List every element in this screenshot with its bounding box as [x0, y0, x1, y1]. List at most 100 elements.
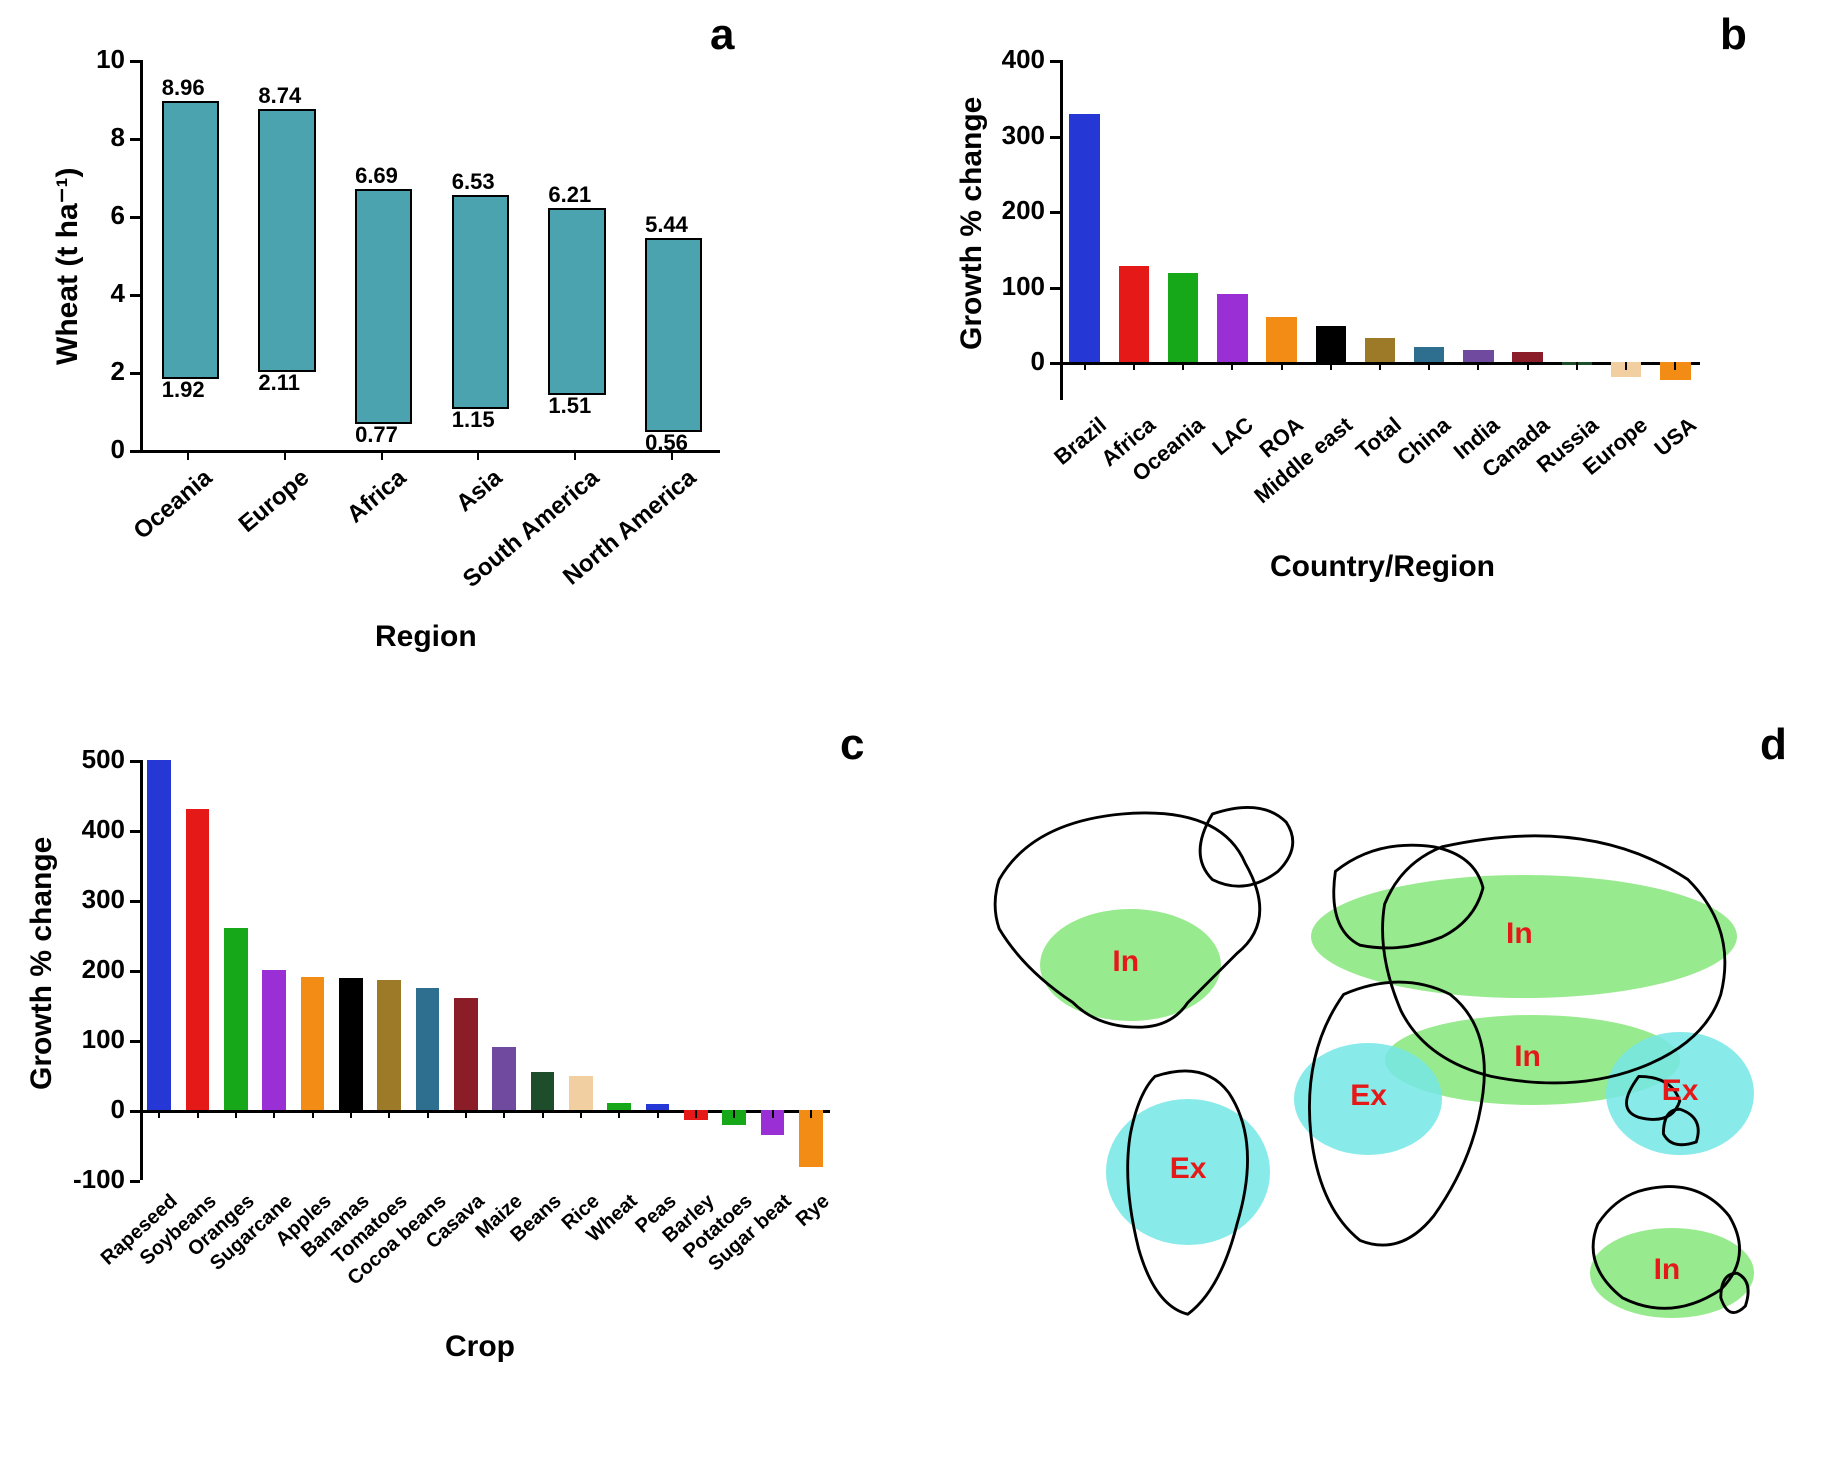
- value-high: 8.96: [162, 75, 205, 101]
- bar-tomatoes: [377, 980, 401, 1110]
- y-tick: [130, 900, 140, 903]
- x-tick: [1674, 362, 1676, 370]
- y-axis: [1060, 60, 1063, 400]
- cat-label: Oceania: [47, 464, 218, 614]
- bar-beans: [531, 1072, 555, 1111]
- y-tick: [130, 1180, 140, 1183]
- x-tick: [695, 1110, 697, 1118]
- value-low: 1.92: [162, 377, 205, 403]
- x-tick: [671, 450, 673, 460]
- x-tick: [1527, 362, 1529, 370]
- map-label-in-1: In: [1506, 917, 1533, 951]
- y-tick: [1050, 211, 1060, 214]
- y-tick-label: 8: [70, 122, 125, 153]
- x-tick: [284, 450, 286, 460]
- y-tick-label: 0: [70, 434, 125, 465]
- x-tick: [388, 1110, 390, 1118]
- bar-rice: [569, 1076, 593, 1110]
- y-tick: [1050, 60, 1060, 63]
- map-label-in-0: In: [1112, 945, 1139, 979]
- panel-d-label: d: [1760, 720, 1787, 770]
- y-tick: [1050, 362, 1060, 365]
- bar-roa: [1266, 317, 1297, 362]
- x-tick: [427, 1110, 429, 1118]
- y-axis-title: Growth % change: [955, 97, 989, 350]
- bar-canada: [1512, 352, 1543, 363]
- y-axis-title: Growth % change: [25, 837, 59, 1090]
- x-tick: [1379, 362, 1381, 370]
- x-tick: [312, 1110, 314, 1118]
- bar-lac: [1217, 294, 1248, 362]
- x-tick: [1133, 362, 1135, 370]
- world-outline: [950, 780, 1770, 1340]
- y-tick: [130, 294, 140, 297]
- value-high: 6.69: [355, 163, 398, 189]
- bar-casava: [454, 998, 478, 1110]
- y-tick-label: 0: [45, 1094, 125, 1125]
- x-tick: [772, 1110, 774, 1118]
- x-tick: [197, 1110, 199, 1118]
- bar-asia: [452, 195, 509, 409]
- bar-brazil: [1069, 114, 1100, 362]
- x-tick: [1330, 362, 1332, 370]
- bar-rapeseed: [147, 760, 171, 1110]
- x-tick: [158, 1110, 160, 1118]
- value-low: 1.15: [452, 407, 495, 433]
- bar-north-america: [645, 238, 702, 432]
- value-low: 0.56: [645, 430, 688, 456]
- bar-africa: [1119, 266, 1150, 363]
- y-tick-label: 0: [975, 346, 1045, 377]
- value-low: 0.77: [355, 422, 398, 448]
- bar-maize: [492, 1047, 516, 1110]
- x-tick: [273, 1110, 275, 1118]
- x-axis-title: Crop: [445, 1330, 515, 1364]
- y-tick: [1050, 287, 1060, 290]
- panel-c-label: c: [840, 720, 864, 770]
- y-tick: [130, 1040, 140, 1043]
- x-tick: [350, 1110, 352, 1118]
- bar-cocoa-beans: [416, 988, 440, 1111]
- x-tick: [733, 1110, 735, 1118]
- y-tick: [130, 216, 140, 219]
- y-tick: [130, 1110, 140, 1113]
- x-tick: [657, 1110, 659, 1118]
- x-tick: [465, 1110, 467, 1118]
- bar-total: [1365, 338, 1396, 362]
- cat-label: Africa: [240, 464, 411, 614]
- y-tick-label: -100: [45, 1164, 125, 1195]
- bar-south-america: [548, 208, 605, 395]
- y-axis-title: Wheat (t ha⁻¹): [50, 168, 85, 365]
- y-tick: [130, 760, 140, 763]
- x-tick: [381, 450, 383, 460]
- x-tick: [542, 1110, 544, 1118]
- map-label-ex-4: Ex: [1170, 1152, 1207, 1186]
- bar-india: [1463, 350, 1494, 362]
- x-tick: [1576, 362, 1578, 370]
- panel-a-label: a: [710, 10, 734, 60]
- bar-europe: [258, 109, 315, 372]
- x-tick: [187, 450, 189, 460]
- value-high: 8.74: [258, 83, 301, 109]
- x-tick: [618, 1110, 620, 1118]
- panel-b-label: b: [1720, 10, 1747, 60]
- cat-label: Asia: [337, 464, 508, 614]
- x-axis-title: Country/Region: [1270, 550, 1495, 584]
- x-tick: [1428, 362, 1430, 370]
- x-tick: [580, 1110, 582, 1118]
- bar-oceania: [162, 101, 219, 380]
- x-tick: [1182, 362, 1184, 370]
- y-tick: [130, 60, 140, 63]
- bar-middle-east: [1316, 326, 1347, 362]
- x-tick: [477, 450, 479, 460]
- bar-oceania: [1168, 273, 1199, 362]
- x-tick: [574, 450, 576, 460]
- x-tick: [503, 1110, 505, 1118]
- x-axis-title: Region: [375, 620, 477, 654]
- bar-apples: [301, 977, 325, 1110]
- map-label-in-2: In: [1514, 1040, 1541, 1074]
- x-tick: [1477, 362, 1479, 370]
- cat-label: South America: [434, 464, 605, 614]
- y-axis: [140, 760, 143, 1180]
- x-tick: [1625, 362, 1627, 370]
- bar-wheat: [607, 1103, 631, 1110]
